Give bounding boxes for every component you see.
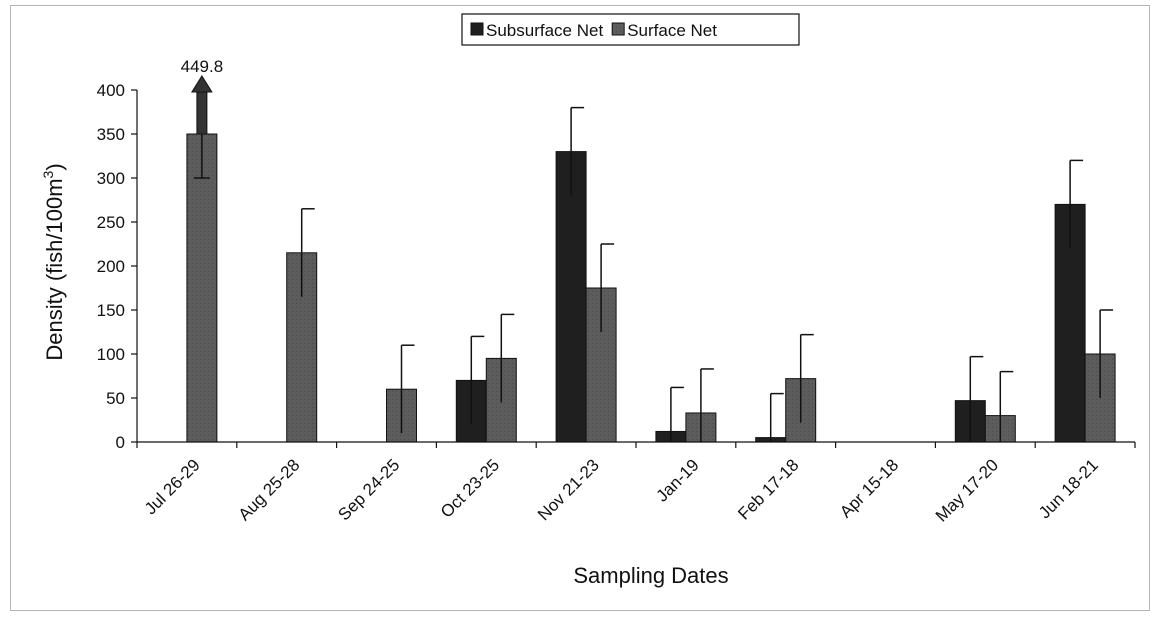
x-tick-label-jan-19: Jan-19 <box>653 455 703 505</box>
y-tick-label-250: 250 <box>97 213 125 232</box>
legend: Subsurface Net Surface Net <box>461 13 800 46</box>
x-tick-label-feb-17-18: Feb 17-18 <box>734 455 802 523</box>
x-tick-label-apr-15-18: Apr 15-18 <box>836 455 902 521</box>
y-tick-label-50: 50 <box>106 389 125 408</box>
off-scale-arrow-shaft <box>196 89 208 135</box>
bar-subsurface-net-nov-21-23 <box>555 151 587 443</box>
y-tick-label-400: 400 <box>97 81 125 100</box>
legend-label-surface-net: Surface Net <box>627 21 717 40</box>
x-tick-label-aug-25-28: Aug 25-28 <box>235 455 304 524</box>
x-tick-label-may-17-20: May 17-20 <box>932 455 1002 525</box>
annotation-label: 449.8 <box>181 57 224 76</box>
x-axis-title: Sampling Dates <box>573 563 728 588</box>
x-tick-label-jul-26-29: Jul 26-29 <box>141 455 204 518</box>
y-axis-title-close: ) <box>42 163 67 170</box>
y-tick-label-200: 200 <box>97 257 125 276</box>
legend-box <box>461 13 800 46</box>
x-tick-label-jun-18-21: Jun 18-21 <box>1035 455 1102 522</box>
legend-swatch-surface-net <box>611 22 625 36</box>
chart-frame: 449.8 0 50 100 150 200 250 300 350 400 Jul 26-29 A… <box>10 5 1150 611</box>
y-axis-title: Density (fish/100m3) <box>40 163 67 360</box>
bar-chart: 449.8 0 50 100 150 200 250 300 350 400 Jul 26-29 A… <box>40 13 1136 588</box>
off-scale-arrow-head <box>190 75 213 93</box>
y-tick-label-150: 150 <box>97 301 125 320</box>
x-tick-label-sep-24-25: Sep 24-25 <box>334 455 403 524</box>
y-tick-label-350: 350 <box>97 125 125 144</box>
y-axis-title-superscript: 3 <box>40 170 56 178</box>
y-tick-label-0: 0 <box>116 433 125 452</box>
x-tick-label-nov-21-23: Nov 21-23 <box>534 455 603 524</box>
legend-swatch-subsurface-net <box>470 22 484 36</box>
x-tick-label-oct-23-25: Oct 23-25 <box>437 455 503 521</box>
y-tick-label-100: 100 <box>97 345 125 364</box>
y-axis-title-main: Density (fish/100m <box>42 178 67 360</box>
bar-surface-net-jul-26-29 <box>186 133 218 443</box>
legend-label-subsurface-net: Subsurface Net <box>486 21 603 40</box>
y-tick-label-300: 300 <box>97 169 125 188</box>
